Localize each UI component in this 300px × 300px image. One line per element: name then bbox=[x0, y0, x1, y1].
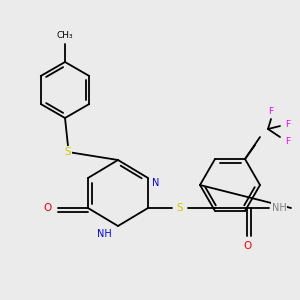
Text: NH: NH bbox=[97, 229, 111, 239]
Text: O: O bbox=[44, 203, 52, 213]
Text: F: F bbox=[285, 136, 291, 146]
Text: N: N bbox=[152, 178, 160, 188]
Text: NH: NH bbox=[272, 203, 286, 213]
Text: S: S bbox=[177, 203, 183, 213]
Text: F: F bbox=[285, 119, 291, 128]
Text: F: F bbox=[268, 106, 274, 116]
Text: S: S bbox=[65, 147, 71, 157]
Text: CH₃: CH₃ bbox=[57, 31, 73, 40]
Text: O: O bbox=[243, 241, 251, 251]
